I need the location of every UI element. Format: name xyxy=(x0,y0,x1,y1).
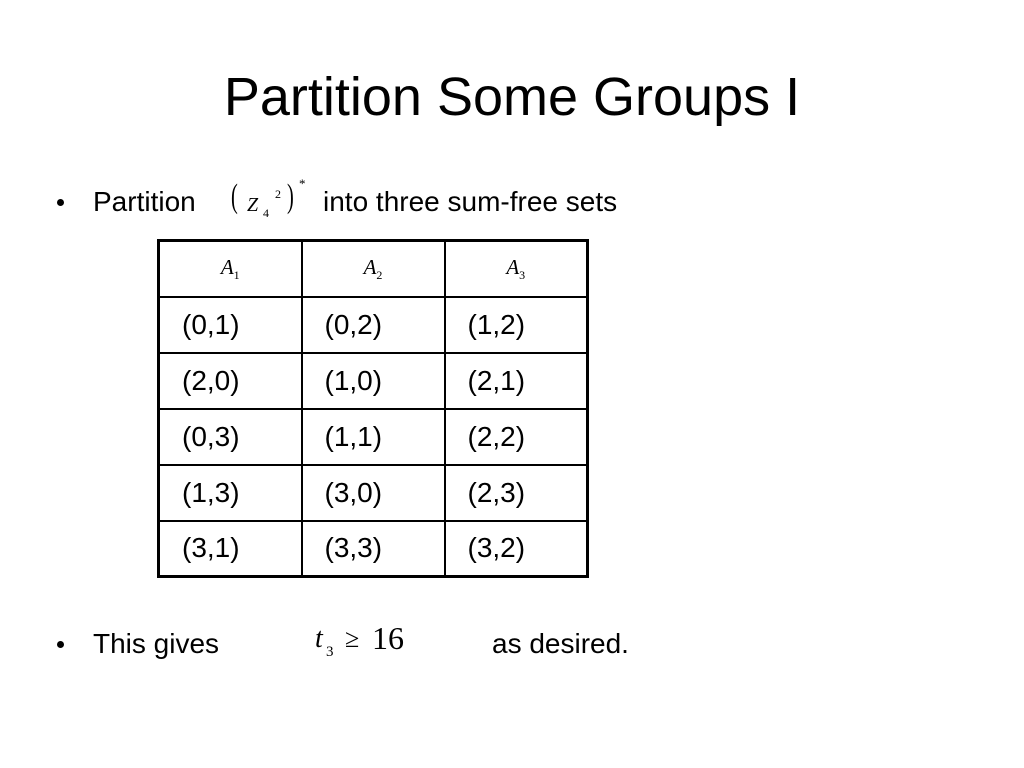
header-cell: A2 xyxy=(300,239,446,298)
bullet-text: as desired. xyxy=(492,628,629,659)
header-cell: A3 xyxy=(443,239,589,298)
table-cell: (1,1) xyxy=(300,407,446,466)
table-cell: (2,0) xyxy=(157,351,303,410)
set-letter: A xyxy=(220,254,234,279)
partition-table: A1 A2 A3 (0,1) (0,2) (1,2) (2,0) (1,0) (2,1)(… xyxy=(157,239,589,578)
bullet-dot xyxy=(57,199,64,206)
math-paren: ( xyxy=(231,178,238,215)
table-body: (0,1) (0,2) (1,2) (2,0) (1,0) (2,1) (0,3) (1,1)… xyxy=(157,295,589,578)
math-star: * xyxy=(299,176,306,191)
math-bound: 16 xyxy=(372,620,404,656)
slide-title: Partition Some Groups I xyxy=(223,67,801,127)
bullet-text: into three sum-free sets xyxy=(323,186,618,217)
math-paren: ) xyxy=(287,178,294,215)
set-letter: A xyxy=(506,254,520,279)
bullet-dot xyxy=(57,641,64,648)
table-row: (3,1) (3,3) (3,2) xyxy=(157,519,589,578)
table-cell: (2,1) xyxy=(443,351,589,410)
table-row: (1,3) (3,0) (2,3) xyxy=(157,463,589,522)
table-cell: (3,1) xyxy=(157,519,303,578)
set-index: 1 xyxy=(233,267,240,282)
set-index: 2 xyxy=(376,267,383,282)
table-cell: (2,2) xyxy=(443,407,589,466)
table-cell: (1,0) xyxy=(300,351,446,410)
table-cell: (0,2) xyxy=(300,295,446,354)
table-cell: (2,3) xyxy=(443,463,589,522)
math-sup: 2 xyxy=(275,187,281,201)
table-cell: (0,3) xyxy=(157,407,303,466)
math-base: t xyxy=(315,623,323,654)
table-cell: (3,0) xyxy=(300,463,446,522)
table-row: (0,1) (0,2) (1,2) xyxy=(157,295,589,354)
table-row: (0,3) (1,1) (2,2) xyxy=(157,407,589,466)
math-sub: 4 xyxy=(263,206,269,220)
table-cell: (1,2) xyxy=(443,295,589,354)
table-header: A1 A2 A3 xyxy=(157,239,589,298)
set-index: 3 xyxy=(519,267,526,282)
table-cell: (1,3) xyxy=(157,463,303,522)
bullet-text: This gives xyxy=(93,628,220,659)
table-cell: (3,2) xyxy=(443,519,589,578)
math-base: Z xyxy=(247,194,259,216)
table-row: (2,0) (1,0) (2,1) xyxy=(157,351,589,410)
table-cell: (0,1) xyxy=(157,295,303,354)
header-cell: A1 xyxy=(157,239,303,298)
set-letter: A xyxy=(363,254,377,279)
bullet-text: Partition xyxy=(93,186,196,217)
math-sub: 3 xyxy=(326,644,334,660)
table-cell: (3,3) xyxy=(300,519,446,578)
math-relation: ≥ xyxy=(345,624,360,653)
